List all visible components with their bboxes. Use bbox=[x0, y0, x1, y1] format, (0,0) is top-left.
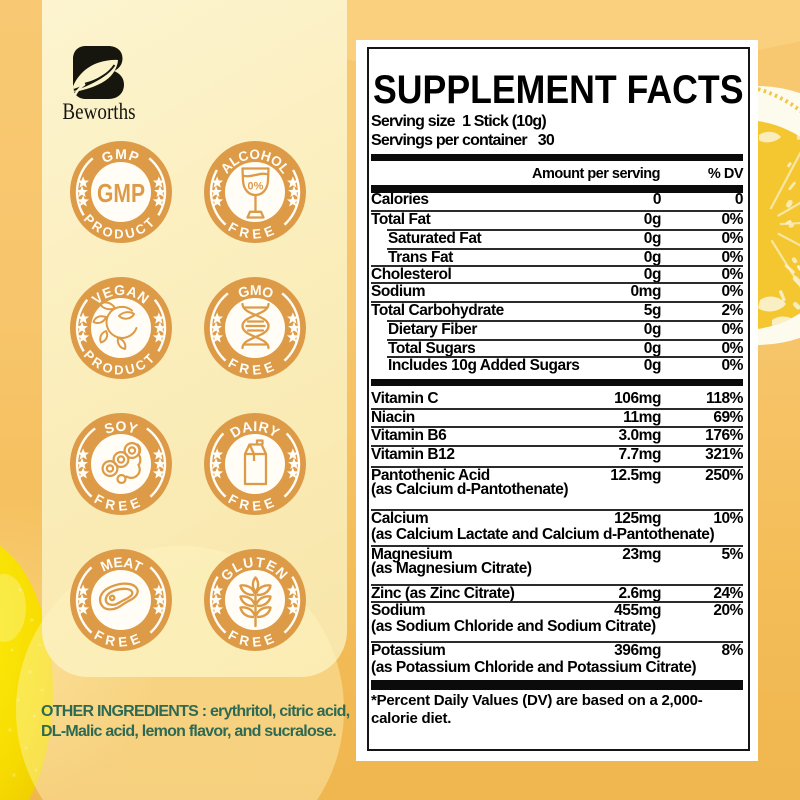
svg-text:GMP: GMP bbox=[97, 177, 145, 207]
svg-text:SOY: SOY bbox=[102, 418, 140, 437]
svg-text:0%: 0% bbox=[247, 180, 263, 192]
svg-text:GMO: GMO bbox=[236, 282, 276, 302]
